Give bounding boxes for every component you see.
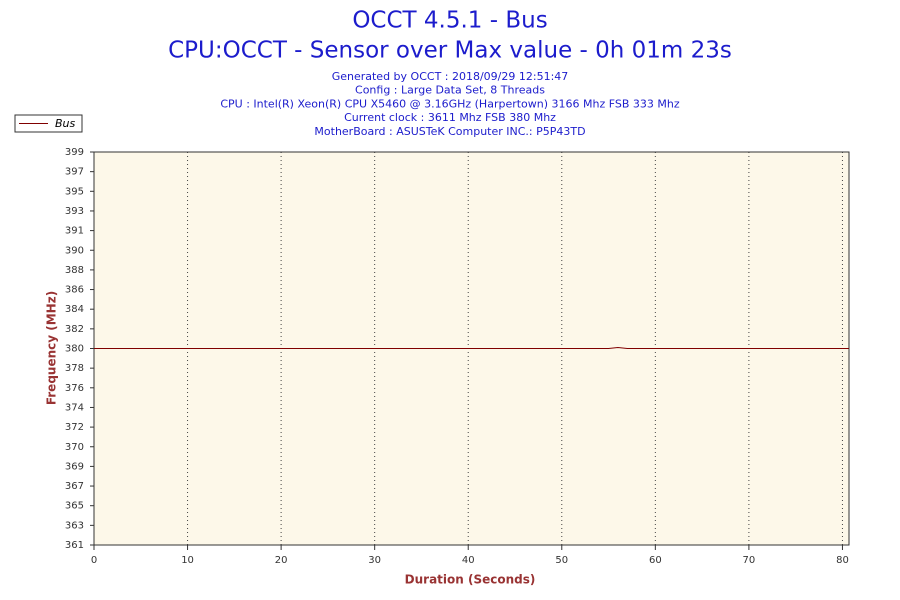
legend-box	[14, 114, 83, 133]
info-line: Generated by OCCT : 2018/09/29 12:51:47	[332, 70, 569, 83]
y-tick-label: 386	[65, 285, 84, 296]
y-tick-label: 382	[65, 324, 84, 335]
x-tick-label: 60	[649, 555, 662, 566]
y-tick-label: 390	[65, 245, 84, 256]
y-tick-label: 399	[65, 147, 84, 158]
info-line: CPU : Intel(R) Xeon(R) CPU X5460 @ 3.16G…	[220, 97, 680, 110]
y-tick-label: 388	[65, 265, 84, 276]
info-line: Config : Large Data Set, 8 Threads	[355, 84, 545, 97]
x-tick-label: 0	[91, 555, 97, 566]
x-tick-label: 70	[743, 555, 756, 566]
x-tick-label: 20	[275, 555, 288, 566]
x-tick-label: 10	[181, 555, 194, 566]
y-tick-label: 367	[65, 481, 84, 492]
chart-title: OCCT 4.5.1 - Bus	[352, 8, 547, 34]
y-tick-label: 376	[65, 383, 84, 394]
y-axis-label: Frequency (MHz)	[45, 291, 59, 405]
info-line: MotherBoard : ASUSTeK Computer INC.: P5P…	[314, 125, 585, 138]
y-tick-label: 372	[65, 422, 84, 433]
y-tick-label: 393	[65, 206, 84, 217]
y-tick-label: 378	[65, 363, 84, 374]
y-tick-label: 395	[65, 186, 84, 197]
y-tick-label: 391	[65, 226, 84, 237]
x-tick-label: 30	[368, 555, 381, 566]
x-axis-label: Duration (Seconds)	[405, 573, 536, 587]
y-tick-label: 361	[65, 540, 84, 551]
y-tick-label: 374	[65, 402, 84, 413]
series-line	[94, 346, 849, 349]
x-tick-label: 40	[462, 555, 475, 566]
x-tick-label: 50	[555, 555, 568, 566]
info-line: Current clock : 3611 Mhz FSB 380 Mhz	[344, 111, 556, 124]
legend: Bus	[14, 114, 83, 133]
legend-label: Bus	[55, 117, 76, 130]
y-tick-label: 380	[65, 344, 84, 355]
x-tick-label: 80	[836, 555, 849, 566]
y-tick-label: 370	[65, 442, 84, 453]
chart-subtitle: CPU:OCCT - Sensor over Max value - 0h 01…	[168, 38, 732, 64]
y-tick-label: 369	[65, 461, 84, 472]
y-tick-label: 365	[65, 501, 84, 512]
y-tick-label: 384	[65, 304, 84, 315]
y-tick-label: 363	[65, 520, 84, 531]
y-tick-label: 397	[65, 167, 84, 178]
